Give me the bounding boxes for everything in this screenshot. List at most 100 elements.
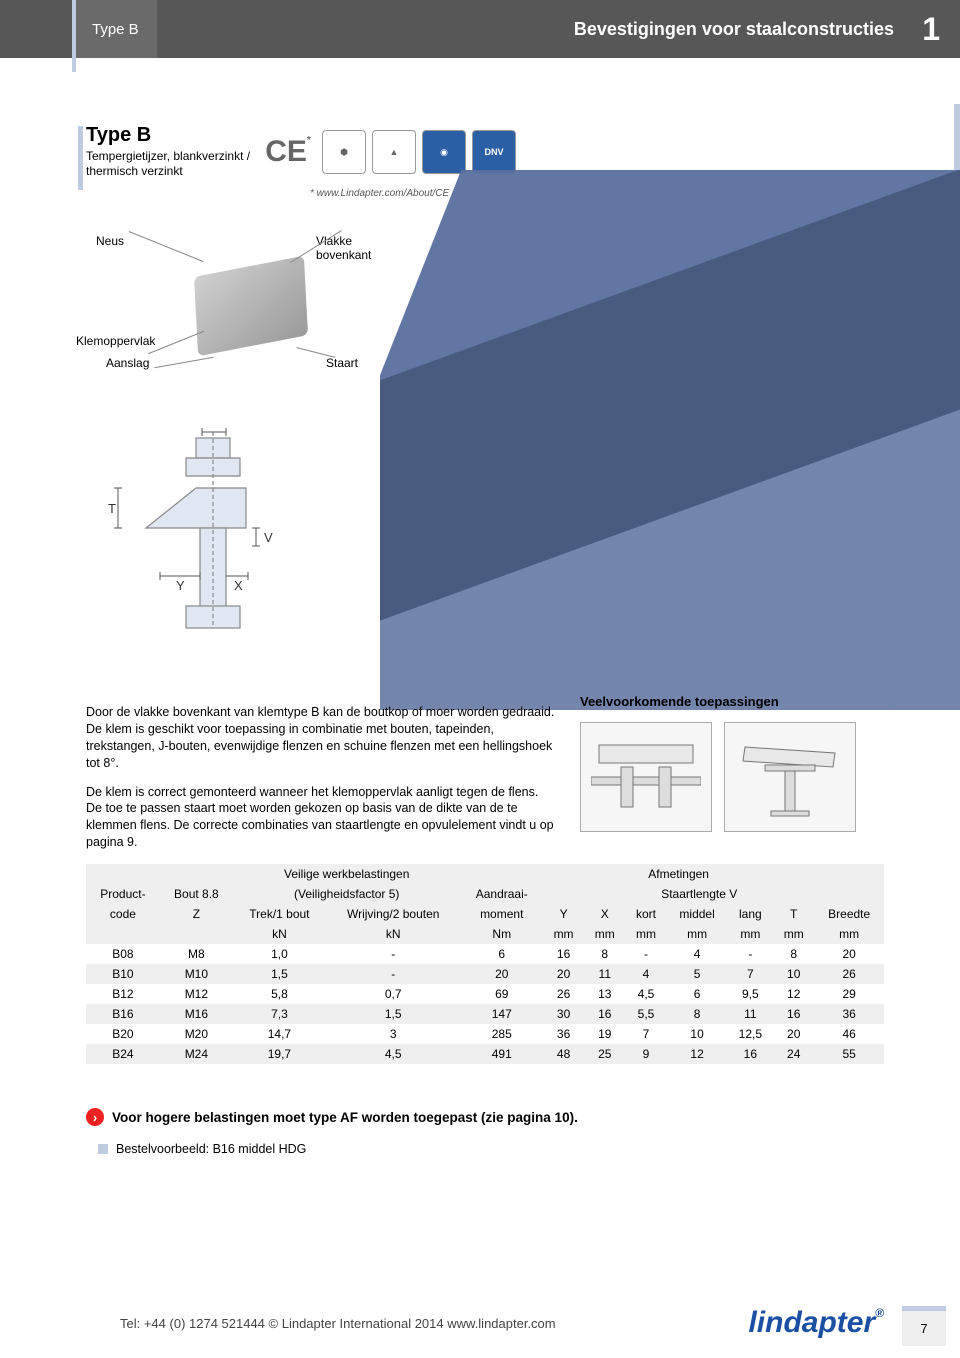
footer-contact: Tel: +44 (0) 1274 521444 © Lindapter Int… — [120, 1316, 556, 1331]
dnv-badge-icon: DNV — [472, 130, 516, 174]
dim-x: X — [234, 578, 243, 593]
table-cell: 491 — [461, 1044, 543, 1064]
table-cell: 1,5 — [326, 1004, 461, 1024]
table-cell: - — [326, 964, 461, 984]
certification-row: CE* ⬢ ▲ ◉ DNV — [260, 130, 516, 174]
table-cell: 16 — [773, 1004, 814, 1024]
table-cell: 6 — [667, 984, 728, 1004]
label-neus: Neus — [96, 234, 124, 248]
table-cell: 8 — [667, 1004, 728, 1024]
table-cell: 4,5 — [625, 984, 666, 1004]
paragraph-2: De klem is correct gemonteerd wanneer he… — [86, 784, 556, 852]
th-aandraai: Aandraai- — [461, 884, 543, 904]
table-cell: 4 — [667, 944, 728, 964]
table-cell: 12 — [667, 1044, 728, 1064]
unit-nm: Nm — [461, 924, 543, 944]
table-cell: 48 — [543, 1044, 584, 1064]
table-cell: 0,7 — [326, 984, 461, 1004]
technical-diagram: Z T V Y X — [100, 428, 330, 638]
table-cell: 5,8 — [233, 984, 326, 1004]
intro-accent — [78, 126, 83, 190]
table-cell: M16 — [160, 1004, 233, 1024]
page-title: Bevestigingen voor staalconstructies — [574, 0, 894, 58]
clamp-render — [194, 256, 308, 356]
table-cell: 9,5 — [728, 984, 774, 1004]
beam-render — [380, 170, 960, 710]
application-illustration-2 — [724, 722, 856, 832]
table-cell: 8 — [773, 944, 814, 964]
applications-title: Veelvoorkomende toepassingen — [580, 694, 779, 709]
page-footer: Tel: +44 (0) 1274 521444 © Lindapter Int… — [0, 1288, 960, 1358]
table-row: B12M125,80,76926134,569,51229 — [86, 984, 884, 1004]
table-cell: 46 — [814, 1024, 884, 1044]
square-bullet-icon — [98, 1144, 108, 1154]
description-text: Door de vlakke bovenkant van klemtype B … — [86, 704, 556, 863]
dim-v: V — [264, 530, 273, 545]
cert-badge-icon: ▲ — [372, 130, 416, 174]
th-trek: Trek/1 bout — [233, 904, 326, 924]
table-cell: 7 — [728, 964, 774, 984]
table-cell: 7 — [625, 1024, 666, 1044]
table-cell: 7,3 — [233, 1004, 326, 1024]
page-number: 7 — [902, 1306, 946, 1346]
table-cell: 1,0 — [233, 944, 326, 964]
table-cell: 5,5 — [625, 1004, 666, 1024]
dim-z: Z — [208, 428, 216, 429]
label-staart: Staart — [326, 356, 358, 370]
table-row: B16M167,31,514730165,58111636 — [86, 1004, 884, 1024]
specification-table: Veilige werkbelastingen Afmetingen Produ… — [86, 864, 884, 1064]
table-cell: 69 — [461, 984, 543, 1004]
unit-mm: mm — [625, 924, 666, 944]
table-row: B24M2419,74,54914825912162455 — [86, 1044, 884, 1064]
table-cell: M20 — [160, 1024, 233, 1044]
cert-footnote: * www.Lindapter.com/About/CE — [310, 188, 449, 199]
unit-kn: kN — [233, 924, 326, 944]
table-cell: 285 — [461, 1024, 543, 1044]
th-middel: middel — [667, 904, 728, 924]
table-cell: 16 — [584, 1004, 625, 1024]
label-aanslag: Aanslag — [106, 356, 149, 370]
unit-mm: mm — [584, 924, 625, 944]
th-breedte: Breedte — [814, 904, 884, 924]
th-code: code — [86, 904, 160, 924]
th-z: Z — [160, 904, 233, 924]
table-cell: B20 — [86, 1024, 160, 1044]
th-group-loads: Veilige werkbelastingen — [233, 864, 461, 884]
product-title: Type B — [86, 124, 256, 147]
table-cell: 11 — [584, 964, 625, 984]
table-cell: 147 — [461, 1004, 543, 1024]
table-cell: B12 — [86, 984, 160, 1004]
table-cell: 1,5 — [233, 964, 326, 984]
order-example: Bestelvoorbeeld: B16 middel HDG — [98, 1142, 306, 1156]
table-cell: 26 — [543, 984, 584, 1004]
table-cell: 8 — [584, 944, 625, 964]
table-cell: M12 — [160, 984, 233, 1004]
footer-logo: lindapter® — [748, 1306, 884, 1340]
table-cell: 20 — [461, 964, 543, 984]
th-lang: lang — [728, 904, 774, 924]
unit-mm: mm — [667, 924, 728, 944]
table-cell: 20 — [814, 944, 884, 964]
table-cell: 20 — [773, 1024, 814, 1044]
table-cell: 29 — [814, 984, 884, 1004]
th-t: T — [773, 904, 814, 924]
order-example-text: Bestelvoorbeeld: B16 middel HDG — [116, 1142, 306, 1156]
table-cell: 26 — [814, 964, 884, 984]
table-cell: 12 — [773, 984, 814, 1004]
table-row: B08M81,0-6168-4-820 — [86, 944, 884, 964]
dim-y: Y — [176, 578, 185, 593]
table-cell: M10 — [160, 964, 233, 984]
chevron-icon: › — [86, 1108, 104, 1126]
table-cell: 19,7 — [233, 1044, 326, 1064]
table-cell: 16 — [543, 944, 584, 964]
table-cell: 14,7 — [233, 1024, 326, 1044]
table-cell: B16 — [86, 1004, 160, 1024]
unit-mm: mm — [773, 924, 814, 944]
table-cell: 55 — [814, 1044, 884, 1064]
table-cell: 30 — [543, 1004, 584, 1024]
unit-mm: mm — [543, 924, 584, 944]
table-cell: 9 — [625, 1044, 666, 1064]
header-accent — [72, 0, 76, 72]
table-cell: 36 — [814, 1004, 884, 1024]
table-cell: 25 — [584, 1044, 625, 1064]
